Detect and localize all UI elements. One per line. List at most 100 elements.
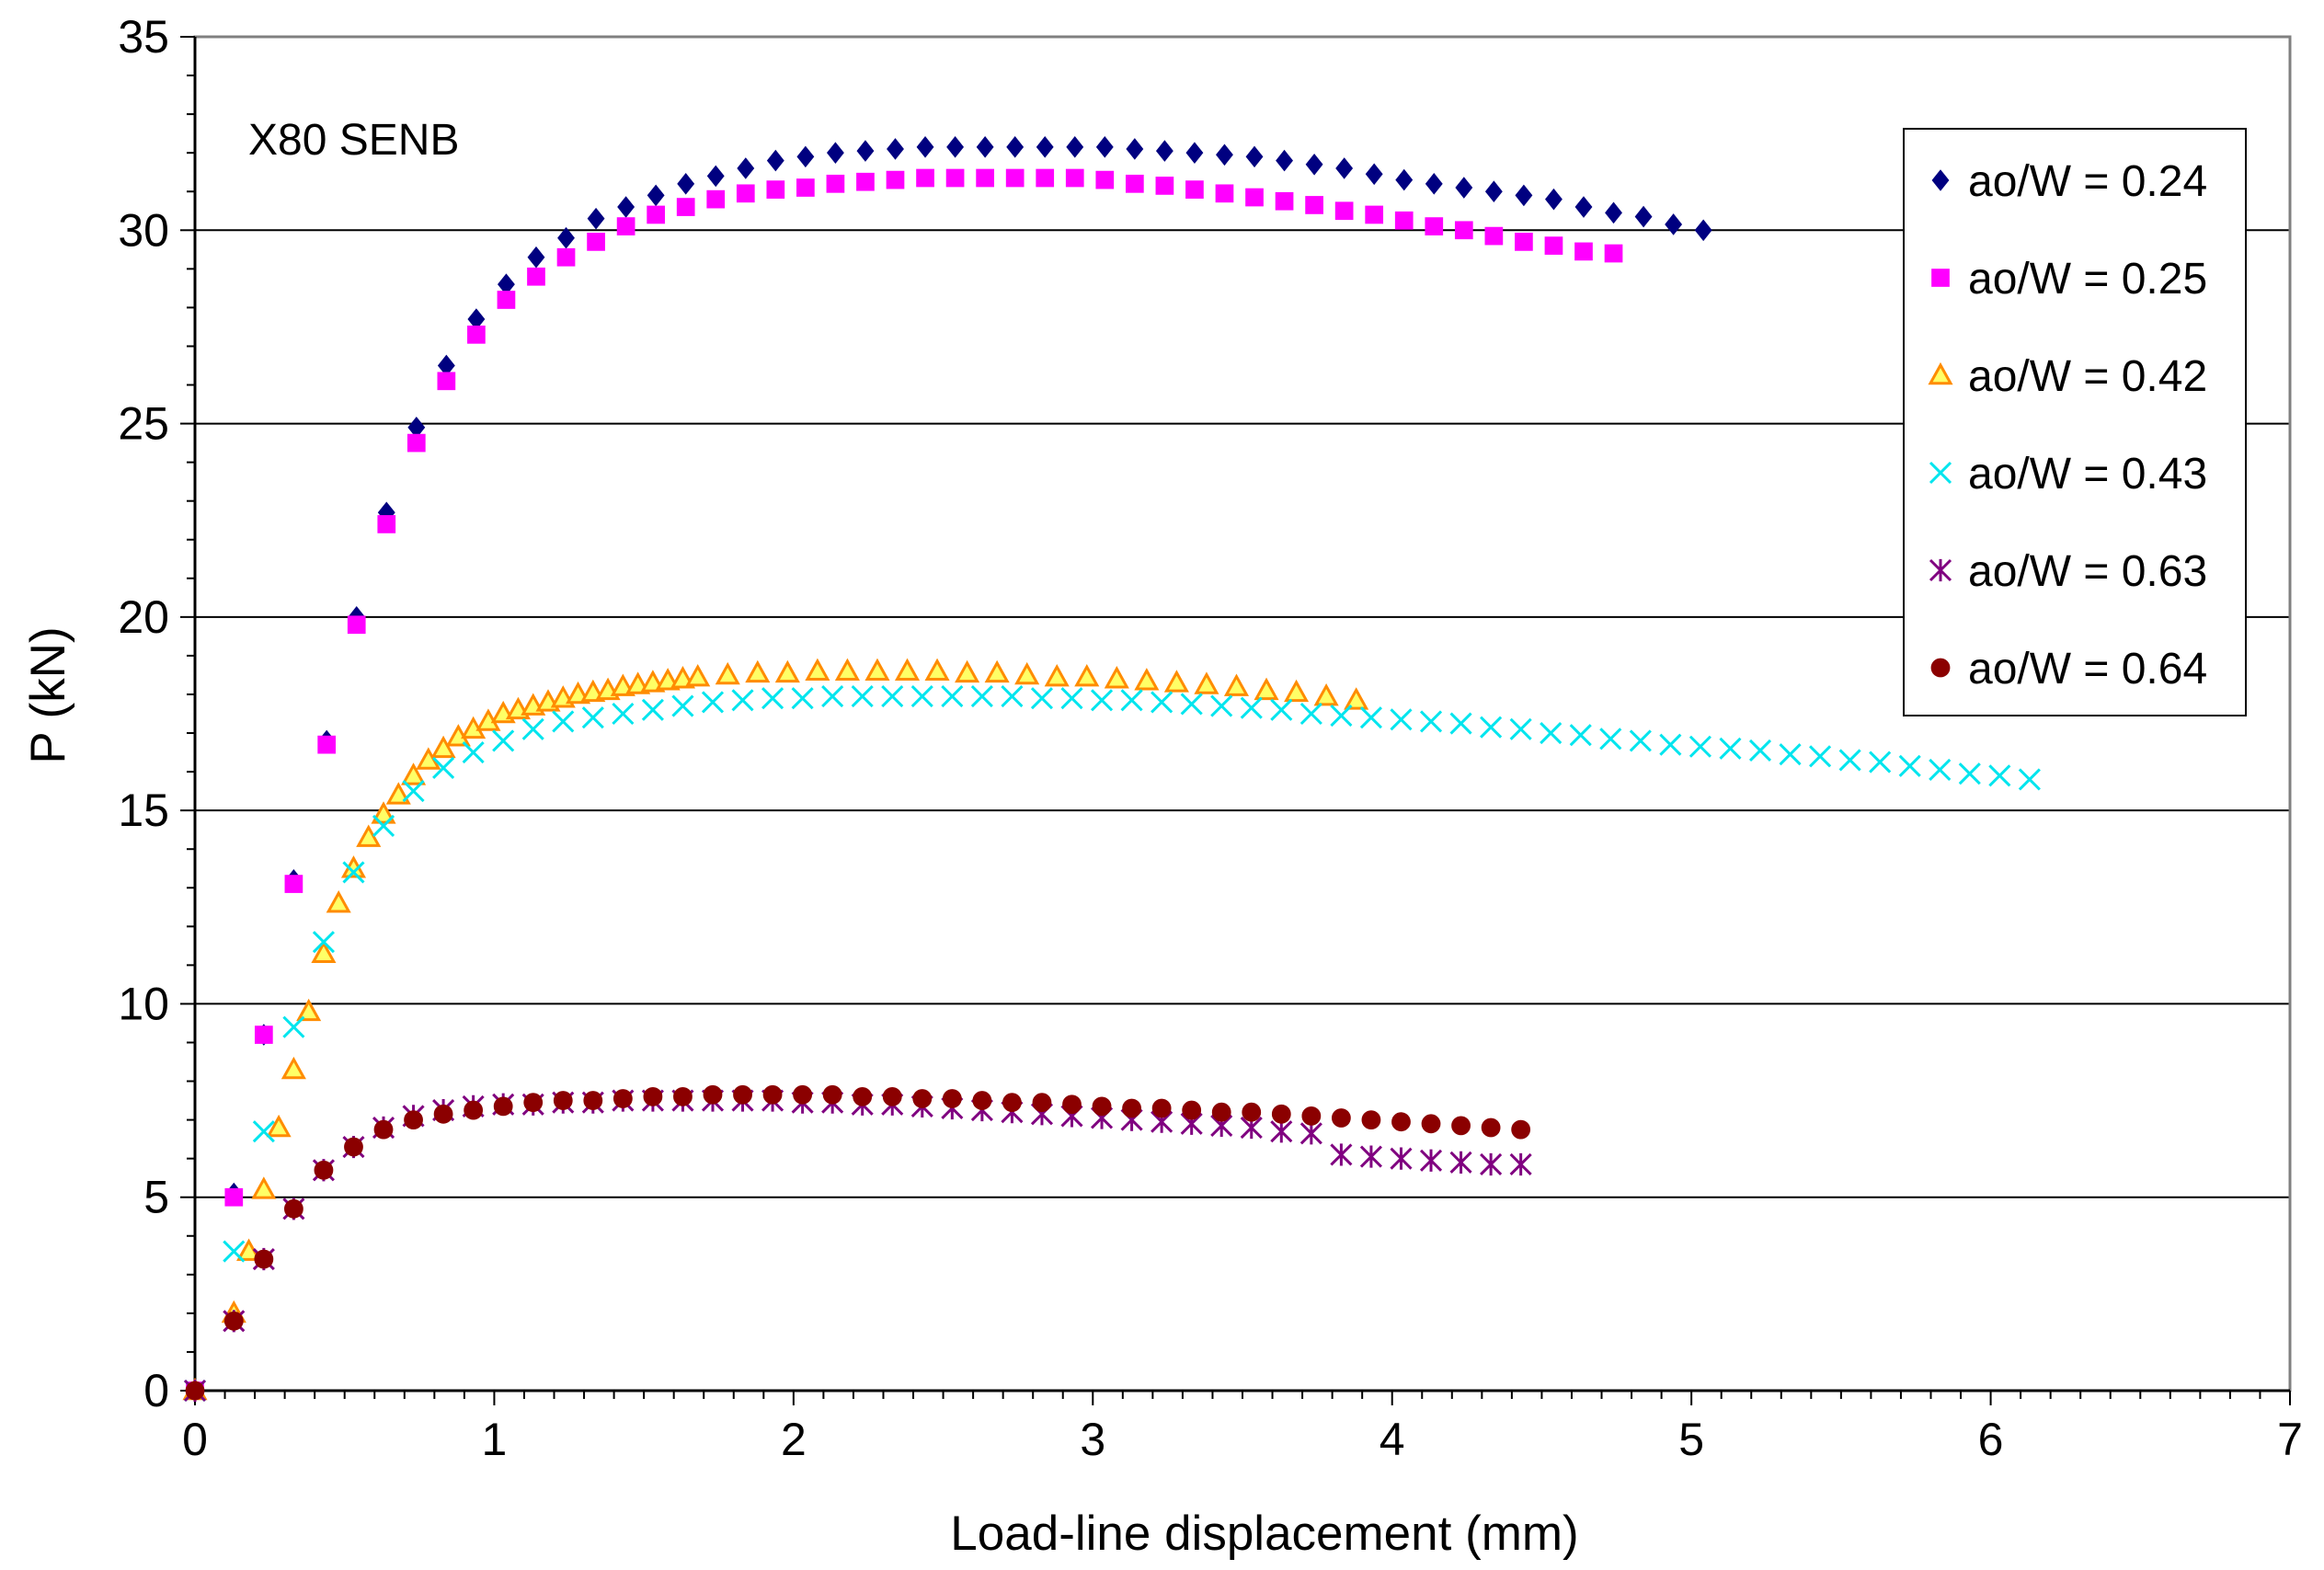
series-ao-w-0-25	[186, 168, 1623, 1400]
data-point	[371, 801, 396, 824]
data-point	[976, 168, 994, 188]
data-point	[1395, 168, 1414, 191]
data-point	[1390, 1147, 1413, 1170]
data-point	[1074, 663, 1100, 687]
data-point	[1126, 138, 1144, 160]
data-point	[1313, 682, 1339, 706]
data-point	[1006, 136, 1025, 158]
data-point	[1030, 687, 1054, 710]
data-point	[1689, 735, 1712, 758]
x-tick-label: 3	[1080, 1414, 1105, 1465]
data-point	[703, 1084, 723, 1105]
data-point	[1305, 153, 1323, 176]
data-point	[1540, 721, 1563, 745]
data-point	[1480, 1152, 1503, 1176]
data-point	[685, 663, 711, 687]
data-point	[881, 685, 904, 708]
data-point	[583, 1091, 603, 1110]
legend-marker	[1931, 269, 1950, 287]
data-point	[493, 1096, 513, 1117]
data-point	[587, 233, 605, 251]
legend-entry: ao/W = 0.42	[1928, 352, 2207, 401]
data-point	[527, 267, 545, 286]
data-point	[715, 661, 740, 685]
data-point	[733, 1084, 752, 1105]
data-point	[924, 658, 950, 682]
data-point	[1014, 661, 1040, 685]
data-point	[280, 1056, 306, 1080]
data-point	[402, 780, 425, 803]
data-point	[1869, 751, 1892, 774]
data-point	[1090, 689, 1114, 712]
data-point	[856, 140, 875, 162]
legend-label: ao/W = 0.63	[1968, 547, 2207, 596]
data-point	[1005, 168, 1025, 188]
data-point	[1275, 191, 1294, 211]
data-point	[1454, 221, 1473, 240]
data-point	[1155, 140, 1173, 162]
data-point	[1155, 177, 1174, 195]
data-point	[1365, 163, 1383, 186]
y-tick-label: 25	[118, 398, 169, 450]
data-point	[945, 168, 965, 188]
data-point	[497, 291, 516, 309]
data-point	[766, 149, 784, 172]
data-point	[1419, 1149, 1443, 1172]
data-point	[1044, 663, 1070, 687]
series-ao-w-0-24	[186, 136, 1712, 1402]
data-point	[886, 170, 905, 189]
data-point	[432, 756, 455, 779]
data-points	[182, 136, 2041, 1403]
data-point	[1361, 1110, 1381, 1129]
data-point	[677, 173, 695, 195]
data-point	[826, 142, 844, 164]
data-point	[1216, 143, 1233, 166]
data-point	[556, 247, 576, 267]
data-point	[1451, 1116, 1471, 1136]
data-point	[612, 702, 635, 726]
data-point	[1276, 149, 1294, 172]
data-point	[1066, 136, 1084, 158]
data-point	[1211, 1102, 1231, 1122]
data-point	[984, 659, 1010, 683]
data-point	[793, 1084, 813, 1105]
data-point	[266, 1114, 292, 1138]
data-point	[1240, 696, 1263, 719]
data-point	[805, 658, 830, 682]
data-point	[326, 889, 351, 913]
series-ao-w-0-64	[185, 1084, 1531, 1401]
data-point	[406, 433, 426, 453]
data-point	[766, 180, 785, 199]
data-point	[796, 178, 815, 197]
data-point	[1163, 670, 1189, 693]
data-point	[552, 710, 575, 733]
data-point	[1036, 168, 1055, 188]
data-point	[464, 1100, 484, 1120]
data-point	[1334, 201, 1354, 221]
data-point	[347, 615, 366, 635]
data-point	[1748, 739, 1772, 762]
data-point	[970, 685, 993, 708]
data-point	[1344, 687, 1369, 710]
data-point	[283, 1198, 303, 1219]
data-point	[1271, 1104, 1291, 1124]
data-point	[1065, 168, 1084, 188]
data-point	[617, 196, 635, 218]
data-point	[1425, 173, 1443, 195]
data-point	[737, 157, 755, 179]
data-point	[1359, 706, 1382, 729]
data-point	[616, 217, 635, 235]
x-tick-label: 5	[1678, 1414, 1704, 1465]
data-point	[377, 515, 396, 533]
data-point	[1330, 705, 1353, 728]
legend-entry: ao/W = 0.64	[1930, 645, 2207, 693]
data-point	[1301, 1106, 1322, 1126]
x-axis-title: Load-line displacement (mm)	[950, 1507, 1578, 1561]
data-point	[1060, 687, 1083, 710]
data-point	[467, 325, 486, 344]
data-point	[1305, 196, 1323, 214]
data-point	[1898, 754, 1921, 777]
data-point	[1062, 1094, 1082, 1115]
data-point	[706, 189, 726, 209]
